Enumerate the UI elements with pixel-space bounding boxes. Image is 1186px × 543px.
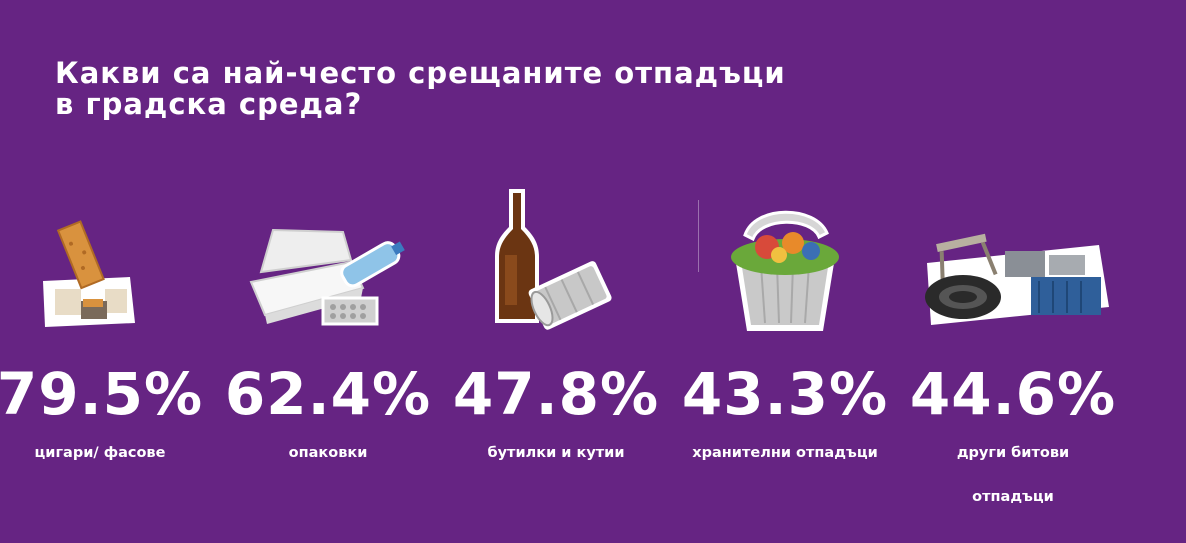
stat-value-packaging: 62.4% bbox=[224, 360, 432, 428]
stat-value-household-waste: 44.6% bbox=[909, 360, 1117, 428]
chart-title-line-1: Какви са най-често срещаните отпадъци bbox=[55, 56, 786, 90]
bottle-and-can-icon bbox=[456, 170, 656, 335]
stat-label-food-waste: хранителни отпадъци bbox=[692, 445, 878, 461]
household-waste-icon bbox=[913, 170, 1113, 335]
stat-item-packaging: 62.4% опаковки bbox=[218, 170, 438, 475]
packaging-icon bbox=[228, 170, 428, 335]
stat-label-packaging: опаковки bbox=[288, 445, 368, 461]
stat-item-cigarettes: 79.5% цигари/ фасове bbox=[0, 170, 210, 475]
stat-value-cigarettes: 79.5% bbox=[0, 360, 204, 428]
stat-label-bottles-cans: бутилки и кутии bbox=[487, 445, 625, 461]
cigarette-butt-icon bbox=[0, 170, 200, 335]
chart-title-line-2: в градска среда? bbox=[55, 87, 363, 121]
stat-label-cigarettes: цигари/ фасове bbox=[34, 445, 166, 461]
stat-item-household-waste: 44.6% други битови отпадъци bbox=[903, 170, 1123, 519]
stat-value-food-waste: 43.3% bbox=[681, 360, 889, 428]
stat-item-bottles-cans: 47.8% бутилки и кутии bbox=[446, 170, 666, 475]
divider bbox=[698, 200, 699, 272]
food-waste-bin-icon bbox=[685, 170, 885, 335]
stat-value-bottles-cans: 47.8% bbox=[452, 360, 660, 428]
stat-item-food-waste: 43.3% хранителни отпадъци bbox=[675, 170, 895, 475]
stat-label-household-waste: други битови отпадъци bbox=[956, 445, 1070, 505]
chart-title: Какви са най-често срещаните отпадъци в … bbox=[55, 58, 786, 120]
